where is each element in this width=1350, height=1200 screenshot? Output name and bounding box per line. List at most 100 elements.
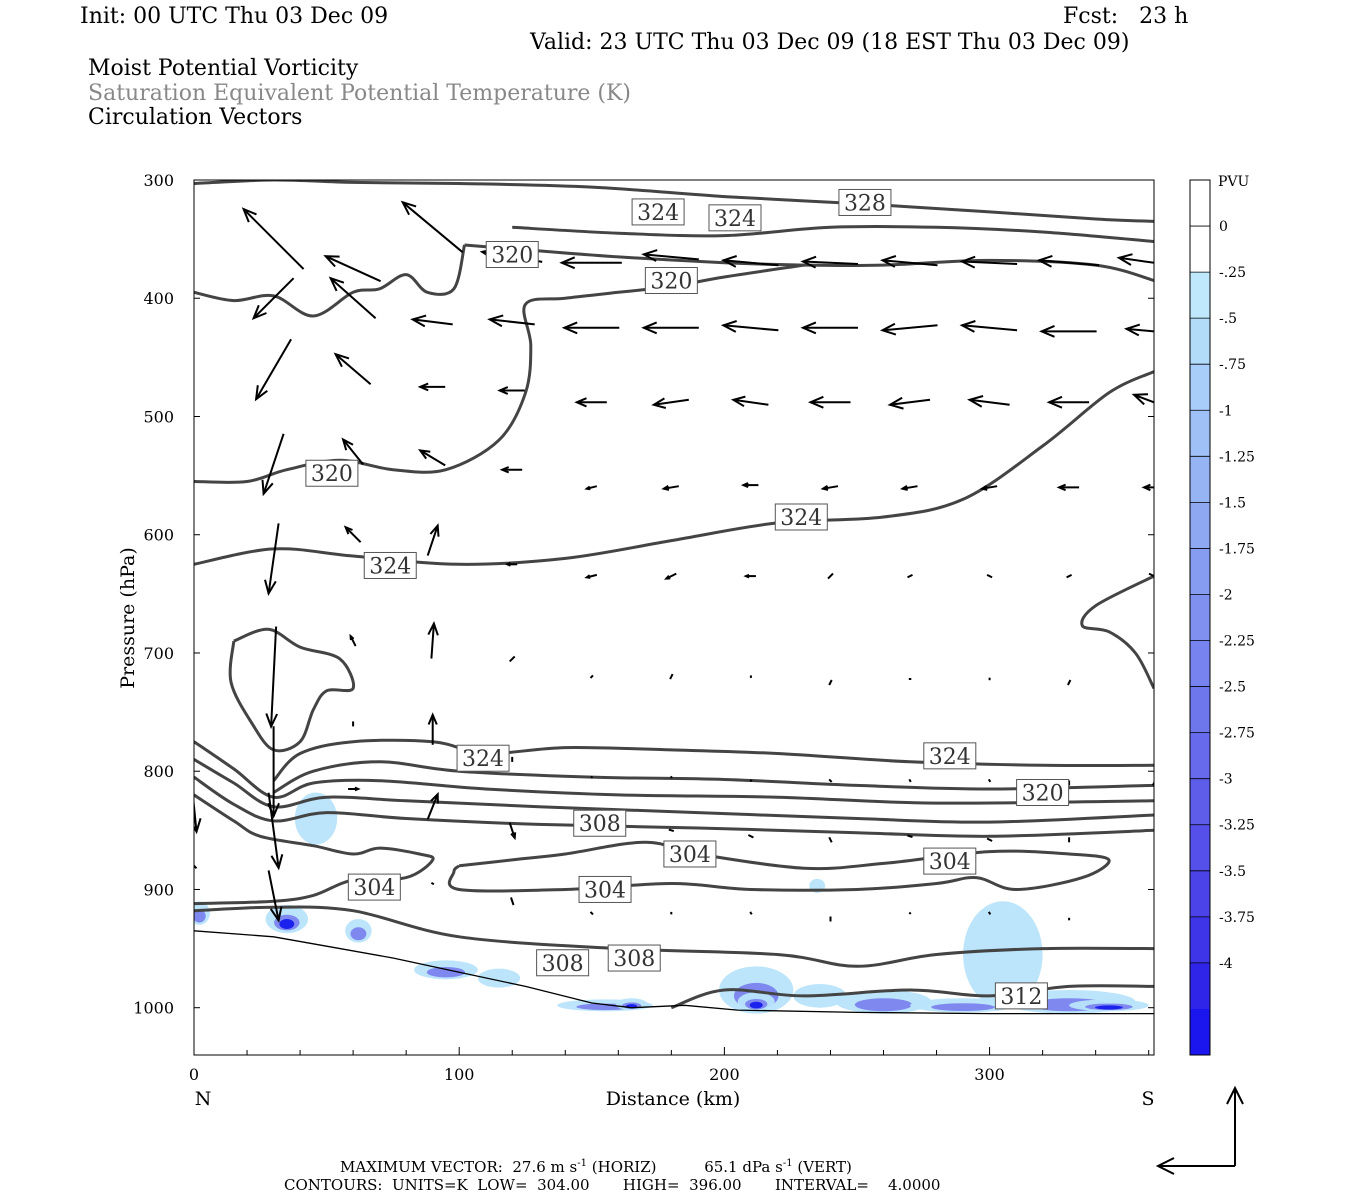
vector-shaft — [668, 828, 675, 833]
vector-shaft — [267, 870, 280, 921]
vector-shaft — [252, 277, 295, 319]
circulation-vector-54 — [743, 573, 756, 579]
vector-shaft — [828, 836, 833, 843]
vector-shaft — [325, 255, 382, 283]
field-title-theta: Saturation Equivalent Potential Temperat… — [88, 81, 631, 106]
circulation-vector-29 — [651, 397, 689, 409]
colorbar-swatch-9 — [1190, 594, 1210, 642]
colorbar-swatch-15 — [1190, 870, 1210, 918]
vector-head — [429, 523, 440, 537]
circulation-vector-87 — [508, 822, 517, 841]
vector-shaft — [489, 318, 535, 326]
colorbar-swatch-7 — [1190, 502, 1210, 549]
y-tick-label-7: 1000 — [133, 999, 174, 1018]
vector-shaft — [962, 324, 1018, 332]
contour-label-text: 304 — [584, 878, 626, 903]
vector-head — [800, 321, 817, 335]
circulation-vector-67 — [828, 679, 833, 686]
contour-label-text: 320 — [491, 243, 533, 268]
forecast-hour: Fcst: 23 h — [1063, 4, 1189, 29]
vector-shaft — [723, 259, 779, 267]
circulation-vector-32 — [887, 396, 931, 410]
y-tick-label-3: 600 — [143, 526, 174, 545]
colorbar-frame — [1189, 179, 1211, 1056]
vector-head — [323, 255, 340, 268]
pv-patch-core-12 — [854, 998, 913, 1012]
contour-label-text: 324 — [929, 745, 971, 770]
vector-head — [661, 484, 670, 491]
circulation-vector-12 — [251, 277, 295, 321]
colorbar-label-13: -3.25 — [1219, 818, 1255, 834]
contour-label-text: 328 — [844, 191, 886, 216]
vector-shaft — [643, 253, 699, 261]
vector-shaft — [986, 574, 993, 579]
circulation-vector-7 — [800, 255, 859, 269]
vector-shaft — [402, 201, 464, 254]
contour-label-13: 304 — [923, 847, 977, 875]
circulation-vector-91 — [828, 836, 833, 843]
contour-label-18: 312 — [994, 982, 1048, 1010]
colorbar-swatch-16 — [1190, 916, 1210, 964]
vector-shaft — [262, 433, 285, 495]
colorbar-label-0: 0 — [1219, 219, 1228, 235]
vector-head — [720, 255, 738, 268]
theta-contour-320-9 — [272, 760, 1154, 794]
pv-patch-peak-9 — [749, 1001, 763, 1009]
vector-shaft — [426, 525, 439, 556]
y-tick-label-5: 800 — [143, 762, 174, 781]
circulation-vector-61 — [349, 633, 357, 647]
contour-label-text: 324 — [780, 506, 822, 531]
contour-label-text: 312 — [1000, 985, 1042, 1010]
circulation-vector-28 — [574, 397, 607, 408]
vector-shaft — [419, 449, 446, 467]
vector-head — [979, 484, 988, 491]
maxvec-label: MAXIMUM VECTOR: — [340, 1158, 503, 1176]
circulation-vector-34 — [1046, 395, 1090, 409]
circulation-vector-21 — [959, 320, 1018, 333]
circulation-vector-70 — [1067, 679, 1072, 686]
vector-head — [820, 484, 829, 491]
pv-patch-14 — [963, 901, 1043, 1008]
colorbar-label-2: -.5 — [1219, 311, 1237, 327]
colorbar-label-14: -3.5 — [1219, 864, 1246, 880]
circulation-vector-51 — [504, 561, 518, 567]
vector-shaft — [653, 398, 689, 406]
vector-shaft — [733, 398, 769, 406]
vector-shaft — [827, 572, 834, 580]
pv-patch-peak-16 — [1094, 1005, 1123, 1010]
circulation-vector-27 — [497, 386, 525, 395]
contour-label-box — [347, 873, 401, 901]
vector-head — [269, 906, 283, 923]
circulation-vector-4 — [559, 256, 622, 270]
vector-shaft — [882, 259, 938, 267]
maxvec-vert-unit: (VERT) — [797, 1158, 852, 1176]
circulation-vector-82 — [1151, 780, 1154, 786]
circulation-vector-39 — [499, 466, 523, 474]
vector-shaft — [267, 523, 280, 594]
theta-contour-324-1 — [512, 224, 1154, 243]
circulation-vector-35 — [1131, 393, 1154, 406]
circulation-vector-17 — [641, 321, 699, 335]
vector-shaft — [329, 277, 377, 319]
vector-shaft — [194, 864, 198, 870]
vector-head — [354, 786, 361, 792]
circulation-vector-84 — [267, 792, 284, 871]
theta-contour-304-13 — [194, 793, 435, 906]
contour-label-box — [485, 240, 539, 268]
colorbar-label-11: -2.75 — [1219, 726, 1255, 742]
x-tick-label-1: 100 — [444, 1065, 475, 1084]
x-end-label-south: S — [1141, 1088, 1154, 1110]
vector-head — [641, 249, 658, 262]
theta-contour-324-6 — [1080, 574, 1154, 690]
vector-head — [349, 633, 355, 641]
contour-label-box — [923, 742, 977, 770]
vector-head — [730, 395, 746, 408]
vector-head — [487, 314, 504, 328]
contour-label-text: 308 — [613, 947, 655, 972]
contour-label-6: 324 — [774, 503, 828, 531]
vector-shaft — [334, 353, 372, 385]
colorbar-swatch-6 — [1190, 456, 1210, 503]
contour-label-2: 324 — [708, 204, 762, 232]
vector-head — [417, 449, 431, 460]
circulation-vector-59 — [1148, 572, 1154, 578]
